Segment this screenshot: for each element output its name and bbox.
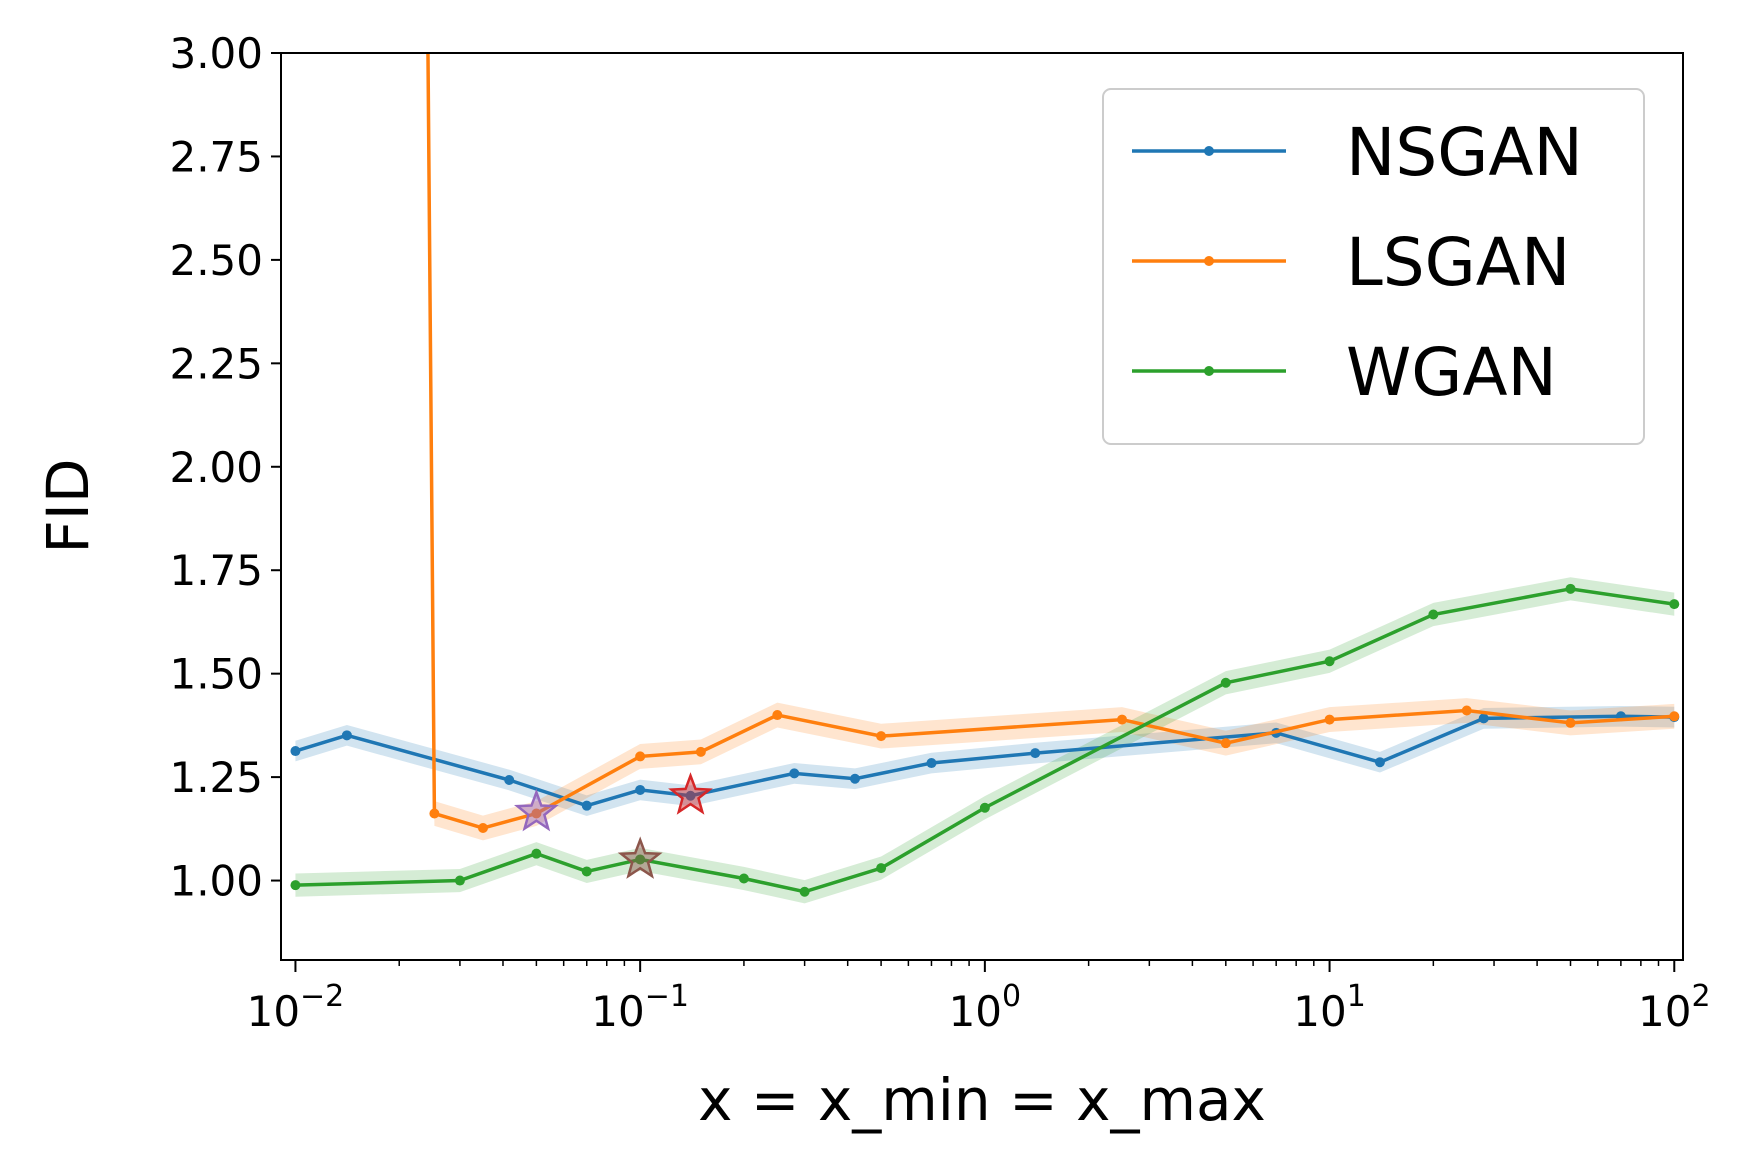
data-point	[789, 768, 800, 779]
y-tick-label: 1.25	[169, 753, 263, 802]
x-tick-exponent: 1	[1347, 979, 1366, 1014]
data-point	[341, 730, 352, 741]
data-point	[685, 790, 696, 801]
data-point	[635, 784, 646, 795]
data-point	[876, 863, 887, 874]
x-tick-exponent: 2	[1691, 979, 1710, 1014]
y-tick-label: 2.75	[169, 132, 263, 181]
y-tick-label: 1.00	[169, 857, 263, 906]
series-line	[295, 587, 1675, 894]
data-point	[772, 710, 783, 721]
data-point	[1117, 714, 1128, 725]
legend-label: NSGAN	[1346, 114, 1583, 191]
data-point	[1669, 599, 1680, 610]
data-point	[290, 746, 301, 757]
x-tick-base: 10	[1293, 987, 1346, 1036]
data-point	[581, 866, 592, 877]
legend-marker	[1204, 366, 1214, 376]
data-point	[1565, 583, 1576, 594]
x-tick-base: 10	[247, 987, 300, 1036]
data-point	[1220, 738, 1231, 749]
data-point	[429, 808, 440, 819]
legend-marker	[1204, 256, 1214, 266]
data-point	[876, 731, 887, 742]
data-point	[1374, 757, 1385, 768]
data-point	[799, 886, 810, 897]
data-point	[635, 751, 646, 762]
y-tick-label: 2.50	[169, 236, 263, 285]
data-point	[1565, 717, 1576, 728]
legend-marker	[1204, 146, 1214, 156]
legend: NSGAN LSGAN WGAN	[1102, 88, 1645, 445]
data-point	[635, 854, 646, 865]
data-point	[454, 875, 465, 886]
data-point	[290, 880, 301, 891]
data-point	[849, 773, 860, 784]
y-tick-label: 1.50	[169, 650, 263, 699]
x-tick-label: 100	[949, 979, 1022, 1036]
best-star	[617, 836, 663, 879]
data-point	[926, 758, 937, 769]
x-tick-exponent: 0	[1002, 979, 1021, 1014]
axes-frame	[280, 52, 1684, 961]
best-star	[668, 772, 713, 815]
data-point	[1669, 711, 1680, 722]
x-tick-label: 102	[1638, 979, 1711, 1036]
data-point	[695, 746, 706, 757]
data-point	[581, 800, 592, 811]
y-tick-label: 2.00	[169, 443, 263, 492]
data-point	[1324, 656, 1335, 667]
data-point	[1461, 705, 1472, 716]
x-tick-exponent: −1	[645, 979, 689, 1014]
y-tick-label: 1.75	[169, 546, 263, 595]
x-tick-label: 10−2	[247, 979, 345, 1036]
x-tick-label: 101	[1293, 979, 1366, 1036]
x-tick-base: 10	[949, 987, 1002, 1036]
x-axis-label: x = x_min = x_max	[698, 1066, 1266, 1134]
data-point	[531, 848, 542, 859]
data-point	[1324, 714, 1335, 725]
y-tick-label: 2.25	[169, 339, 263, 388]
data-point	[477, 823, 488, 834]
data-point	[1428, 609, 1439, 620]
x-tick-base: 10	[1638, 987, 1691, 1036]
x-tick-exponent: −2	[300, 979, 344, 1014]
data-point	[738, 873, 749, 884]
data-point	[531, 808, 542, 819]
x-tick-base: 10	[591, 987, 644, 1036]
data-point	[1030, 748, 1041, 759]
legend-box	[1102, 88, 1645, 445]
series-line	[426, 53, 1675, 830]
legend-label: WGAN	[1346, 334, 1557, 411]
y-tick-label: 3.00	[169, 29, 263, 78]
y-axis-label: FID	[34, 458, 102, 553]
legend-label: LSGAN	[1346, 224, 1570, 301]
x-tick-label: 10−1	[591, 979, 689, 1036]
data-point	[979, 802, 990, 813]
plot-area	[290, 53, 1680, 904]
best-star	[514, 788, 559, 832]
data-point	[1220, 677, 1231, 688]
data-point	[1478, 713, 1489, 724]
data-point	[504, 775, 515, 786]
